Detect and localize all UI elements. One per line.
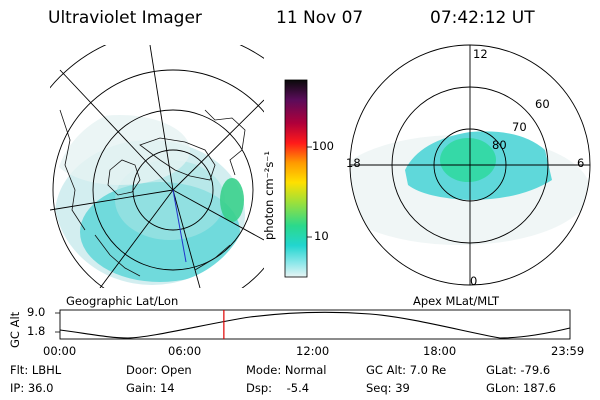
timeline-frame: [59, 309, 571, 340]
timeline-xtick-4: 23:59: [551, 344, 585, 358]
geo-panel-label: Geographic Lat/Lon: [66, 294, 179, 308]
apex-mlt-0: 0: [470, 274, 478, 288]
dsp-info: Dsp: -5.4: [246, 381, 310, 395]
colorbar-scale: [284, 79, 308, 278]
geo-emission: [54, 115, 245, 285]
geo-lon-lines: [50, 45, 264, 288]
apex-polar-cap-emission: [440, 138, 496, 182]
mode-info: Mode: Normal: [246, 363, 327, 377]
filter-info: Flt: LBHL: [10, 363, 62, 377]
timeline-xtick-3: 18:00: [423, 344, 457, 358]
ip-info: IP: 36.0: [10, 381, 54, 395]
timeline-axis-label: GC Alt: [8, 311, 22, 348]
glon-info: GLon: 187.6: [486, 381, 556, 395]
apex-lat-70: 70: [512, 120, 527, 134]
seq-info: Seq: 39: [366, 381, 410, 395]
gain-info: Gain: 14: [126, 381, 175, 395]
timeline-ytick-9: 9.0: [27, 305, 46, 319]
apex-panel-label: Apex MLat/MLT: [413, 294, 500, 308]
instrument-title: Ultraviolet Imager: [48, 8, 202, 28]
timeline-xtick-2: 12:00: [296, 344, 330, 358]
orbit-altitude-curve: [59, 311, 571, 339]
apex-lat-60: 60: [535, 97, 550, 111]
timeline-ytick-1-8: 1.8: [27, 324, 46, 338]
timeline-xtick-0: 00:00: [43, 344, 77, 358]
apex-mlt-18: 18: [346, 156, 361, 170]
apex-lat-80: 80: [492, 138, 507, 152]
apex-mlt-12: 12: [473, 47, 488, 61]
door-info: Door: Open: [126, 363, 192, 377]
gc-alt-info: GC Alt: 7.0 Re: [366, 363, 447, 377]
apex-mlt-lines: [350, 45, 590, 285]
colorbar-tick-10: 10: [314, 229, 329, 243]
glat-info: GLat: -79.6: [486, 363, 551, 377]
date-label: 11 Nov 07: [276, 8, 364, 28]
geo-coastlines: [59, 109, 246, 277]
geo-meridian: [172, 189, 187, 263]
timeline-xtick-1: 06:00: [168, 344, 202, 358]
colorbar-tick-100: 100: [312, 139, 334, 153]
apex-mlt-6: 6: [577, 156, 585, 170]
time-label: 07:42:12 UT: [430, 8, 535, 28]
